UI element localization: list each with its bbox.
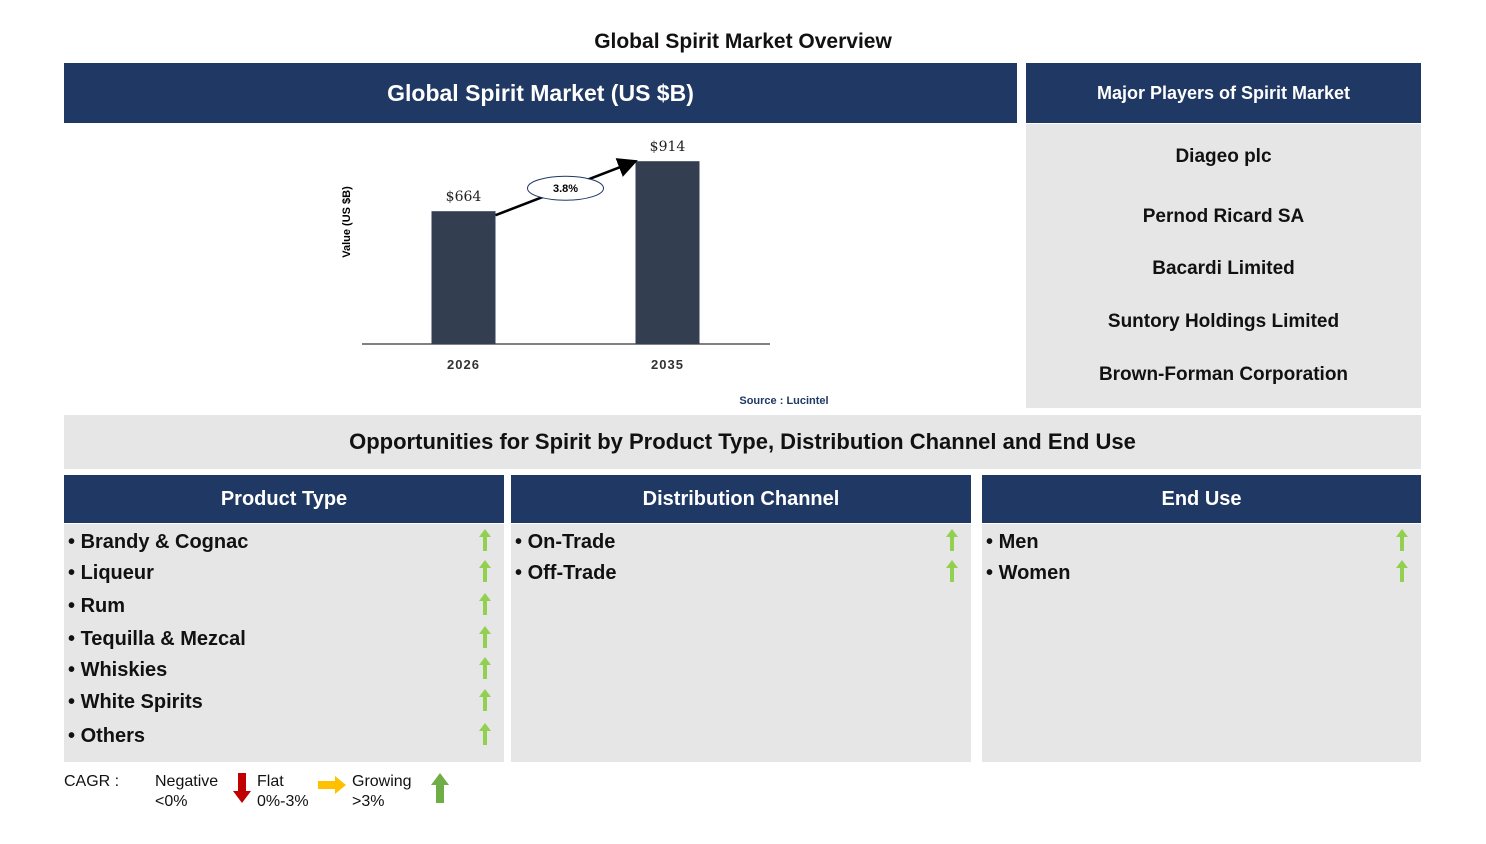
growth-indicator — [1396, 529, 1408, 551]
value-label: $664 — [446, 189, 482, 205]
growth-indicator — [479, 529, 491, 551]
segment-item: • White Spirits — [68, 691, 203, 714]
legend-name: Growing — [352, 773, 412, 790]
legend-item: Growing >3% — [352, 772, 412, 812]
growth-indicator — [479, 593, 491, 615]
item-text: Men — [998, 531, 1039, 553]
growth-indicator — [1396, 560, 1408, 582]
segment-panel — [511, 524, 971, 762]
item-text: Liqueur — [80, 562, 154, 584]
bullet: • — [986, 562, 999, 584]
growth-indicator — [479, 560, 491, 582]
item-text: Brandy & Cognac — [80, 531, 249, 553]
players-panel — [1026, 124, 1421, 408]
up-arrow — [946, 560, 958, 582]
y-axis-label: Value (US $B) — [341, 186, 353, 258]
up-arrow — [1396, 529, 1408, 551]
chart-header: Global Spirit Market (US $B) — [64, 63, 1017, 123]
segment-panel — [982, 524, 1421, 762]
up-arrow — [1396, 560, 1408, 582]
cagr-label: 3.8% — [553, 183, 578, 195]
segment-header: Product Type — [64, 475, 504, 523]
bullet: • — [68, 628, 81, 650]
source: Source : Lucintel — [739, 395, 828, 407]
item-text: On-Trade — [527, 531, 616, 553]
bullet: • — [68, 562, 81, 584]
up-arrow — [946, 529, 958, 551]
growth-indicator — [946, 529, 958, 551]
segment-item: • Others — [68, 725, 145, 748]
segment-item: • Liqueur — [68, 562, 154, 585]
player: Pernod Ricard SA — [1142, 206, 1305, 227]
legend-name: Negative — [155, 773, 219, 790]
player: Brown-Forman Corporation — [1098, 364, 1349, 385]
segment-item: • Rum — [68, 595, 125, 618]
up-arrow — [479, 657, 491, 679]
item-text: Whiskies — [80, 659, 168, 681]
segment-item: • Women — [986, 562, 1070, 585]
up-arrow — [479, 689, 491, 711]
growing-arrow — [431, 773, 449, 803]
bullet: • — [68, 691, 81, 713]
up-arrow — [479, 723, 491, 745]
player: Diageo plc — [1175, 146, 1272, 167]
growth-indicator — [479, 723, 491, 745]
value-label: $914 — [650, 139, 686, 155]
item-text: Rum — [80, 595, 126, 617]
bullet: • — [68, 531, 81, 553]
bar — [635, 161, 700, 344]
players-header: Major Players of Spirit Market — [1026, 63, 1421, 123]
up-arrow — [479, 529, 491, 551]
bullet: • — [68, 595, 81, 617]
item-text: Women — [998, 562, 1071, 584]
x-tick-label: 2035 — [651, 357, 684, 372]
item-text: Tequilla & Mezcal — [80, 628, 246, 650]
segment-item: • Tequilla & Mezcal — [68, 628, 246, 651]
segment-item: • Whiskies — [68, 659, 167, 682]
item-text: Others — [80, 725, 146, 747]
x-tick-label: 2026 — [447, 357, 480, 372]
up-arrow — [479, 626, 491, 648]
growth-indicator — [479, 657, 491, 679]
opportunities-banner: Opportunities for Spirit by Product Type… — [64, 415, 1421, 469]
item-text: White Spirits — [80, 691, 203, 713]
legend-item: Negative <0% — [155, 772, 218, 812]
player: Bacardi Limited — [1152, 258, 1295, 279]
segment-panel — [64, 524, 504, 762]
segment-item: • Off-Trade — [515, 562, 616, 585]
legend-item: Flat 0%-3% — [257, 772, 309, 812]
item-text: Off-Trade — [527, 562, 617, 584]
growth-indicator — [946, 560, 958, 582]
chart: Value (US $B) Source : Lucintel 2026 $664… — [341, 139, 829, 407]
growth-indicator — [479, 689, 491, 711]
segment-header: Distribution Channel — [511, 475, 971, 523]
legend-label: CAGR : — [64, 773, 120, 790]
bullet: • — [986, 531, 999, 553]
legend-range: 0%-3% — [257, 793, 309, 810]
legend-name: Flat — [257, 773, 284, 790]
bullet: • — [68, 659, 81, 681]
segment-item: • Men — [986, 531, 1039, 554]
bar — [431, 211, 496, 344]
segment-item: • Brandy & Cognac — [68, 531, 248, 554]
up-arrow — [479, 560, 491, 582]
legend-range: >3% — [352, 793, 385, 810]
legend-range: <0% — [155, 793, 188, 810]
bullet: • — [68, 725, 81, 747]
bullet: • — [515, 531, 528, 553]
player: Suntory Holdings Limited — [1107, 311, 1340, 332]
flat-arrow — [318, 776, 346, 794]
up-arrow — [479, 593, 491, 615]
cagr-bubble — [527, 175, 604, 201]
segment-item: • On-Trade — [515, 531, 615, 554]
growth-indicator — [479, 626, 491, 648]
segment-header: End Use — [982, 475, 1421, 523]
page-title: Global Spirit Market Overview — [594, 30, 892, 53]
bullet: • — [515, 562, 528, 584]
negative-arrow — [233, 773, 251, 803]
